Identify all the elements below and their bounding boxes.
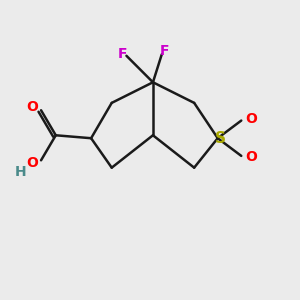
Text: H: H <box>15 165 26 179</box>
Text: O: O <box>26 156 38 170</box>
Text: F: F <box>117 47 127 61</box>
Text: O: O <box>26 100 38 114</box>
Text: O: O <box>246 112 257 126</box>
Text: S: S <box>215 131 226 146</box>
Text: F: F <box>160 44 169 58</box>
Text: O: O <box>246 150 257 164</box>
